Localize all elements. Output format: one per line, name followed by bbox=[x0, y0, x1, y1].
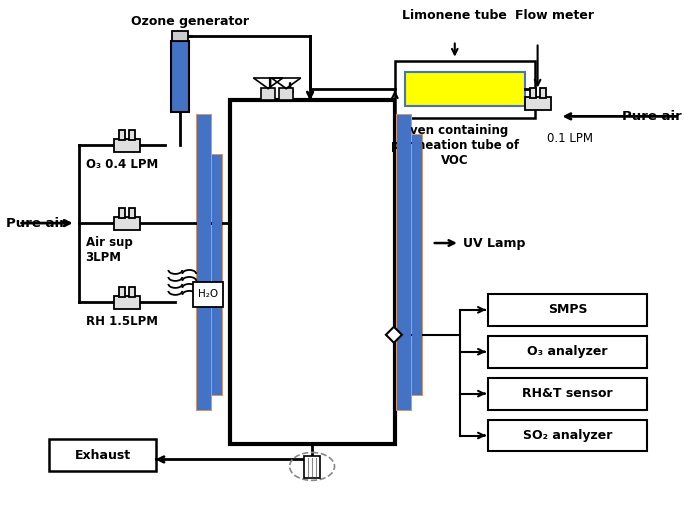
Bar bbox=[279, 88, 293, 101]
Bar bbox=[129, 208, 136, 218]
Bar bbox=[114, 217, 140, 230]
Text: Pure air: Pure air bbox=[621, 110, 682, 123]
Bar bbox=[114, 296, 140, 309]
Bar bbox=[114, 139, 140, 152]
Text: SO₂ analyzer: SO₂ analyzer bbox=[523, 429, 612, 442]
Bar bbox=[397, 115, 411, 409]
Text: Pure air: Pure air bbox=[5, 216, 66, 230]
Bar bbox=[304, 457, 320, 479]
Text: RH 1.5LPM: RH 1.5LPM bbox=[86, 315, 158, 328]
Bar bbox=[412, 135, 422, 395]
Bar bbox=[540, 88, 545, 99]
Bar bbox=[405, 73, 525, 106]
Text: UV Lamp: UV Lamp bbox=[463, 237, 525, 249]
Bar bbox=[212, 155, 222, 395]
Bar bbox=[193, 282, 223, 307]
Text: Air sup
3LPM: Air sup 3LPM bbox=[86, 236, 132, 264]
Bar bbox=[49, 439, 156, 471]
Text: O₃ analyzer: O₃ analyzer bbox=[527, 345, 608, 358]
Text: SMPS: SMPS bbox=[548, 303, 587, 316]
Bar bbox=[119, 131, 125, 140]
Bar bbox=[230, 101, 395, 444]
Bar bbox=[396, 114, 412, 410]
Bar bbox=[261, 88, 275, 101]
Polygon shape bbox=[386, 327, 402, 343]
Text: Exhaust: Exhaust bbox=[75, 449, 131, 462]
Bar bbox=[171, 41, 189, 112]
Bar bbox=[488, 336, 647, 368]
Bar bbox=[525, 98, 551, 110]
Bar bbox=[411, 134, 423, 396]
Bar bbox=[129, 131, 136, 140]
Bar bbox=[119, 287, 125, 297]
Bar bbox=[173, 30, 188, 41]
Bar bbox=[119, 208, 125, 218]
Bar bbox=[129, 287, 136, 297]
Bar bbox=[395, 60, 534, 118]
Bar bbox=[197, 115, 211, 409]
Text: O₃ 0.4 LPM: O₃ 0.4 LPM bbox=[86, 158, 158, 171]
Text: Flow meter: Flow meter bbox=[515, 9, 594, 22]
Text: oven containing
permeation tube of
VOC: oven containing permeation tube of VOC bbox=[390, 124, 519, 167]
Text: Limonene tube: Limonene tube bbox=[402, 9, 507, 22]
Bar bbox=[488, 294, 647, 326]
Bar bbox=[488, 420, 647, 452]
Text: RH&T sensor: RH&T sensor bbox=[522, 387, 613, 400]
Text: Ozone generator: Ozone generator bbox=[132, 15, 249, 27]
Bar bbox=[530, 88, 536, 99]
Bar bbox=[197, 114, 212, 410]
Text: H₂O: H₂O bbox=[198, 289, 219, 299]
Bar bbox=[488, 377, 647, 409]
Bar bbox=[211, 154, 223, 396]
Text: 0.1 LPM: 0.1 LPM bbox=[547, 132, 593, 145]
